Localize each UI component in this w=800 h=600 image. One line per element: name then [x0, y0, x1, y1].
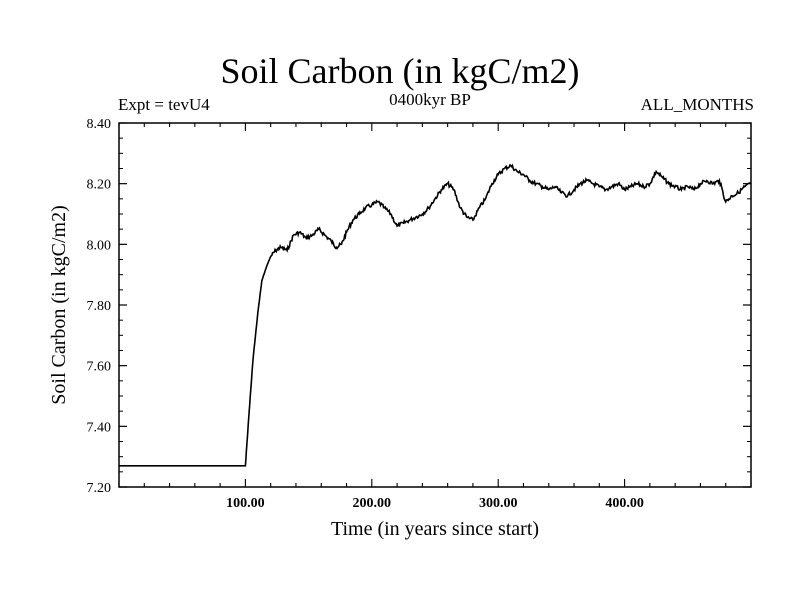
series-line-soil-carbon — [119, 163, 752, 467]
x-tick-label: 300.00 — [479, 496, 518, 511]
y-axis: 7.20 7.40 7.60 7.80 8.00 8.20 8.40 — [87, 117, 751, 496]
x-tick-label: 200.00 — [353, 496, 392, 511]
y-tick-label: 8.20 — [87, 178, 112, 193]
x-axis-label: Time (in years since start) — [331, 518, 539, 540]
y-tick-label: 7.80 — [87, 299, 112, 314]
chart-title: Soil Carbon (in kgC/m2) — [220, 51, 580, 91]
y-tick-label: 8.40 — [87, 117, 112, 132]
plot-area — [118, 122, 752, 488]
y-tick-label: 7.40 — [87, 420, 112, 435]
y-tick-label: 7.60 — [87, 360, 112, 375]
months-label: ALL_MONTHS — [640, 95, 754, 114]
period-label: 0400kyr BP — [389, 90, 471, 109]
x-tick-label: 100.00 — [226, 496, 265, 511]
y-axis-label: Soil Carbon (in kgC/m2) — [48, 205, 70, 404]
x-axis: 100.00 200.00 300.00 400.00 — [118, 123, 752, 511]
x-tick-label: 400.00 — [605, 496, 644, 511]
y-tick-label: 7.20 — [87, 481, 112, 496]
y-tick-label: 8.00 — [87, 238, 112, 253]
experiment-label: Expt = tevU4 — [118, 95, 210, 114]
